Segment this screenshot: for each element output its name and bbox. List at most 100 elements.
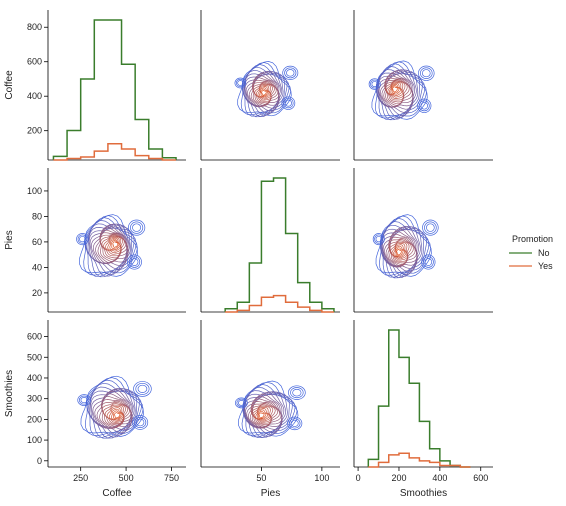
kde-contour-line — [242, 390, 290, 438]
kde-contour-lobe — [79, 235, 86, 243]
y-tick-label: 500 — [27, 352, 42, 362]
kde-contour-line — [380, 224, 425, 279]
x-tick-label: 750 — [164, 473, 179, 483]
y-tick-label: 800 — [27, 22, 42, 32]
kde-contour-lobe — [418, 100, 430, 112]
kde-contour-lobe — [370, 79, 380, 89]
kde-contour-line — [254, 84, 272, 101]
kde-contour-line — [114, 412, 121, 419]
kde-contour-lobe — [134, 416, 147, 429]
kde-contour-line — [393, 244, 407, 259]
kde-contour-lobe — [424, 221, 437, 234]
hist-step-yes — [225, 294, 334, 313]
kde-contour-lobe — [130, 221, 144, 234]
kde-contour-line — [381, 73, 414, 108]
kde-contour-lobe — [283, 98, 294, 109]
y-tick-label: 200 — [27, 126, 42, 136]
hist-step-no — [224, 177, 335, 312]
x-tick-label: 500 — [119, 473, 134, 483]
kde-contours — [368, 60, 435, 121]
kde-contour-lobe — [80, 397, 88, 404]
kde-contour-lobe — [132, 415, 149, 430]
legend-label-yes: Yes — [538, 261, 553, 271]
kde-contour-line — [389, 240, 410, 262]
kde-contours — [76, 214, 146, 278]
hist-step-no — [52, 19, 177, 160]
x-tick-label: 50 — [256, 473, 266, 483]
kde-contour-line — [91, 388, 134, 434]
hist-step-yes — [368, 452, 471, 468]
kde-contour-line — [380, 71, 414, 108]
kde-contour-line — [377, 70, 419, 119]
kde-contour-line — [378, 69, 414, 110]
y-axis-label: Coffee — [4, 70, 15, 100]
kde-contour-line — [108, 407, 124, 421]
y-tick-label: 100 — [27, 186, 42, 196]
kde-contour-line — [377, 69, 417, 116]
kde-contour-line — [385, 231, 418, 268]
kde-contour-line — [92, 225, 129, 265]
kde-contour-lobe — [135, 382, 150, 395]
kde-contour-line — [242, 70, 285, 117]
kde-contour-lobe — [290, 419, 299, 427]
x-tick-label: 600 — [473, 473, 488, 483]
y-axis-label: Smoothies — [4, 370, 15, 417]
kde-contour-line — [384, 228, 418, 268]
kde-contour-line — [252, 405, 272, 423]
y-tick-label: 40 — [32, 262, 42, 272]
kde-contour-lobe — [128, 256, 141, 268]
kde-contour-line — [95, 227, 129, 264]
y-tick-label: 400 — [27, 373, 42, 383]
kde-contour-lobe — [372, 233, 385, 246]
kde-contour-line — [104, 404, 125, 423]
kde-contour-lobe — [78, 395, 90, 405]
kde-contours — [77, 375, 152, 439]
kde-contour-line — [99, 396, 133, 429]
kde-contour-line — [376, 69, 420, 120]
kde-contour-lobe — [77, 234, 88, 244]
kde-contour-line — [94, 391, 133, 429]
kde-contour-lobe — [371, 81, 378, 88]
kde-contour-lobe — [288, 385, 306, 400]
x-axis-label: Smoothies — [400, 488, 447, 499]
y-tick-label: 600 — [27, 57, 42, 67]
kde-contour-lobe — [137, 384, 148, 393]
kde-contour-line — [391, 243, 408, 260]
kde-contour-lobe — [420, 67, 433, 79]
kde-contour-line — [388, 82, 403, 96]
kde-contour-lobe — [368, 78, 381, 90]
x-axis-label: Pies — [261, 488, 280, 499]
legend-label-no: No — [538, 248, 550, 258]
kde-contour-line — [253, 406, 271, 422]
kde-contour-lobe — [288, 418, 301, 429]
kde-contour-line — [381, 225, 420, 273]
kde-contour-lobe — [236, 398, 247, 408]
x-axis-label: Coffee — [102, 488, 132, 499]
y-axis-label: Pies — [4, 230, 15, 249]
kde-contour-line — [395, 247, 404, 257]
kde-contour-line — [79, 214, 139, 277]
kde-contour-lobe — [133, 381, 152, 397]
y-tick-label: 100 — [27, 435, 42, 445]
kde-contour-line — [394, 245, 405, 257]
kde-contour-line — [111, 240, 120, 249]
kde-contour-line — [103, 403, 126, 424]
kde-contour-line — [392, 86, 398, 93]
kde-contour-lobe — [130, 258, 139, 266]
kde-contour-lobe — [422, 69, 431, 78]
y-tick-label: 60 — [32, 237, 42, 247]
kde-contour-line — [111, 408, 123, 420]
kde-contour-line — [387, 82, 404, 98]
kde-contour-lobe — [375, 235, 382, 243]
kde-contour-line — [244, 391, 285, 433]
x-tick-label: 100 — [314, 473, 329, 483]
kde-contour-line — [238, 380, 299, 437]
x-tick-label: 400 — [432, 473, 447, 483]
kde-contour-line — [258, 412, 265, 419]
kde-contour-line — [103, 236, 122, 255]
kde-contour-lobe — [286, 69, 295, 77]
kde-contour-line — [91, 224, 128, 267]
kde-contour-line — [255, 408, 270, 421]
hist-step-yes — [53, 143, 177, 161]
